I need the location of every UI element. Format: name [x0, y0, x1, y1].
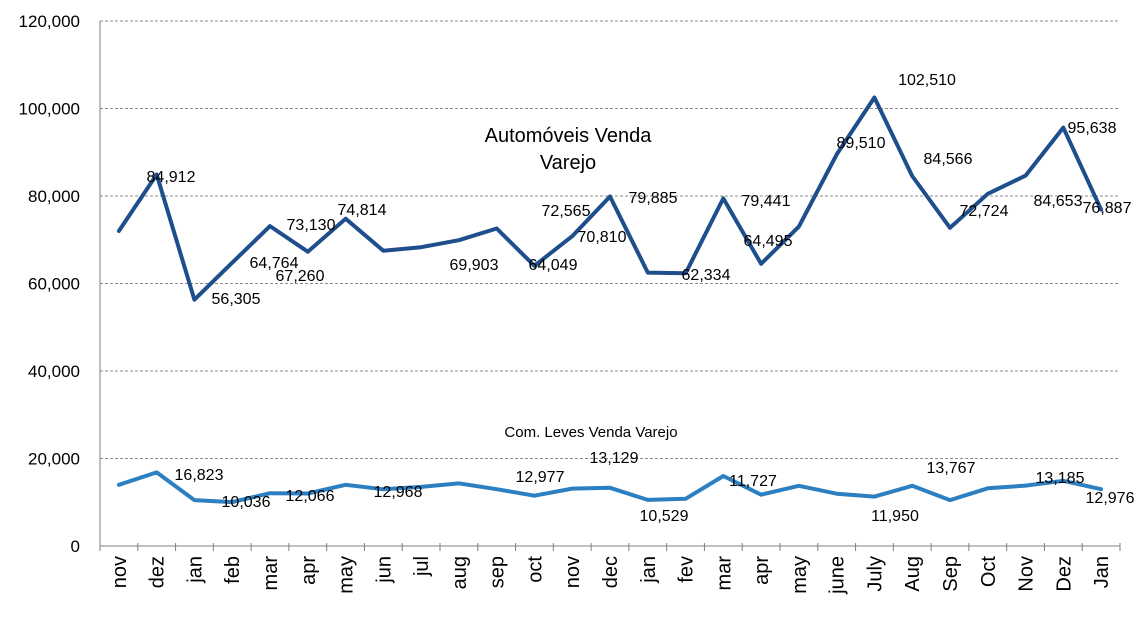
- data-label: 67,260: [276, 268, 325, 285]
- data-label: 79,885: [629, 190, 678, 207]
- data-label: 74,814: [338, 202, 387, 219]
- data-label: 73,130: [287, 217, 336, 234]
- x-tick-label: Sep: [940, 556, 962, 592]
- x-tick-label: feb: [222, 556, 244, 584]
- data-label: 84,912: [147, 169, 196, 186]
- x-tick-label: Aug: [902, 556, 924, 592]
- x-tick-label: fev: [676, 556, 698, 583]
- series-line-automoveis: [116, 95, 1104, 302]
- x-tick-label: dez: [147, 556, 169, 588]
- y-tick-label: 40,000: [28, 362, 80, 381]
- data-label: 64,049: [529, 257, 578, 274]
- data-label: 10,036: [222, 494, 271, 511]
- annotation-automoveis: Varejo: [540, 152, 596, 174]
- x-tick-label: sep: [487, 556, 509, 588]
- data-label: 13,185: [1036, 470, 1085, 487]
- data-label: 95,638: [1068, 120, 1117, 137]
- data-label: 89,510: [837, 135, 886, 152]
- data-label: 12,968: [374, 484, 423, 501]
- data-label: 11,727: [729, 473, 777, 490]
- x-tick-label: jun: [373, 556, 395, 584]
- y-tick-label: 80,000: [28, 187, 80, 206]
- series-lines: [116, 95, 1104, 505]
- data-label: 79,441: [742, 193, 791, 210]
- data-label: 12,977: [516, 469, 565, 486]
- x-tick-label: Oct: [978, 556, 1000, 588]
- data-label: 72,724: [960, 203, 1009, 220]
- x-tick-label: nov: [562, 556, 584, 588]
- data-label: 56,305: [212, 291, 261, 308]
- data-label: 84,566: [924, 151, 973, 168]
- x-tick-label: jan: [184, 556, 206, 584]
- data-label: 13,129: [590, 450, 639, 467]
- data-label: 76,887: [1083, 200, 1132, 217]
- data-label: 11,950: [871, 508, 919, 525]
- y-tick-label: 120,000: [19, 12, 80, 31]
- x-tick-label: Nov: [1016, 556, 1038, 592]
- y-tick-label: 100,000: [19, 100, 80, 119]
- x-tick-label: dec: [600, 556, 622, 588]
- y-tick-label: 60,000: [28, 275, 80, 294]
- x-tick-label: jul: [411, 556, 433, 577]
- series-annotations: Automóveis Venda Varejo Com. Leves Venda V…: [485, 125, 678, 441]
- data-label: 64,764: [250, 255, 299, 272]
- y-axis: 0 20,000 40,000 60,000 80,000 100,000 120,000: [19, 12, 101, 556]
- data-label: 70,810: [578, 229, 627, 246]
- annotation-automoveis: Automóveis Venda: [485, 125, 653, 147]
- x-tick-label: oct: [524, 556, 546, 583]
- x-tick-label: may: [336, 556, 358, 594]
- data-label: 12,976: [1086, 490, 1135, 507]
- x-tick-label: may: [789, 556, 811, 594]
- data-labels: 84,912 56,305 64,764 73,130 67,260 74,814 69,9…: [147, 72, 1135, 525]
- gridlines: [100, 20, 1120, 459]
- x-tick-label: mar: [260, 556, 282, 591]
- x-tick-label: mar: [713, 556, 735, 591]
- data-label: 69,903: [450, 257, 499, 274]
- y-tick-label: 20,000: [28, 450, 80, 469]
- x-tick-label: nov: [109, 556, 131, 588]
- data-label: 16,823: [175, 467, 224, 484]
- data-label: 12,066: [286, 488, 335, 505]
- x-tick-label: aug: [449, 556, 471, 589]
- data-label: 102,510: [898, 72, 956, 89]
- x-tick-label: june: [827, 556, 849, 595]
- x-tick-label: Jan: [1091, 556, 1113, 588]
- x-tick-label: jan: [638, 556, 660, 584]
- x-tick-label: apr: [298, 556, 320, 585]
- data-label: 72,565: [542, 203, 591, 220]
- data-label: 10,529: [640, 508, 689, 525]
- x-tick-label: Dez: [1053, 556, 1075, 592]
- data-label: 13,767: [927, 460, 976, 477]
- x-tick-label: July: [864, 556, 886, 592]
- data-label: 62,334: [682, 267, 731, 284]
- annotation-com-leves: Com. Leves Venda Varejo: [504, 424, 677, 441]
- y-tick-label: 0: [71, 537, 80, 556]
- data-label: 84,653: [1034, 193, 1083, 210]
- data-label: 64,495: [744, 233, 793, 250]
- x-axis: nov dez jan feb mar apr may jun jul aug sep oct nov d…: [99, 543, 1121, 595]
- series-line-com-leves: [116, 470, 1104, 505]
- x-tick-label: apr: [751, 556, 773, 585]
